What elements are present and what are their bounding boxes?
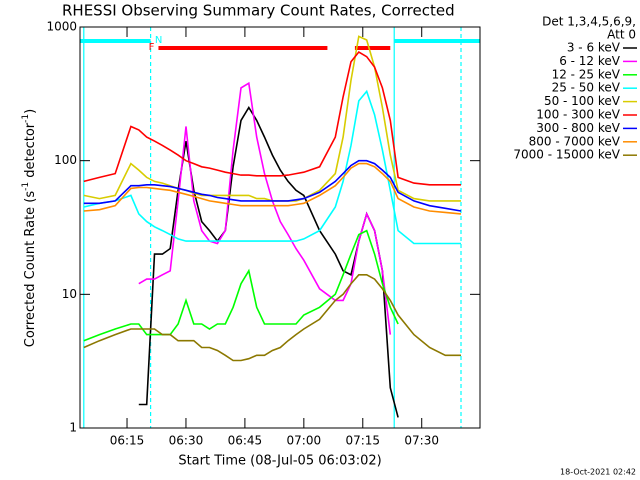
flag-label: F xyxy=(149,42,155,53)
legend-label: 7000 - 15000 keV xyxy=(513,148,620,162)
legend-label: 50 - 100 keV xyxy=(544,94,621,108)
legend-label: 6 - 12 keV xyxy=(559,54,621,68)
legend-label: 100 - 300 keV xyxy=(536,108,620,122)
plot-frame xyxy=(79,26,481,429)
y-label-part: Corrected Count Rate (s xyxy=(23,191,38,348)
series-line xyxy=(83,274,461,362)
y-tick-label: 1 xyxy=(69,421,77,435)
footer: 18-Oct-2021 02:42 xyxy=(560,468,636,477)
legend-title: Att 0 xyxy=(607,28,636,42)
x-tick-label: 06:30 xyxy=(169,434,204,448)
x-tick-label: 06:45 xyxy=(228,434,263,448)
x-tick-label: 07:30 xyxy=(404,434,439,448)
y-label-sup: -1 xyxy=(21,182,31,191)
y-label-part: ) xyxy=(23,109,38,114)
series-line xyxy=(83,159,462,212)
series-line xyxy=(83,50,461,186)
legend-title: Det 1,3,4,5,6,9, xyxy=(542,15,636,29)
x-tick-label: 06:15 xyxy=(110,434,145,448)
y-axis-label: Corrected Count Rate (s-1 detector-1) xyxy=(21,109,38,347)
series-line xyxy=(83,89,461,245)
y-tick-label: 1000 xyxy=(46,20,77,34)
legend-label: 12 - 25 keV xyxy=(552,67,621,81)
y-tick-label: 10 xyxy=(62,287,77,301)
chart-title: RHESSI Observing Summary Count Rates, Co… xyxy=(62,2,455,20)
x-axis-label: Start Time (08-Jul-05 06:03:02) xyxy=(178,454,381,469)
y-label-sup: -1 xyxy=(21,114,31,123)
y-tick-label: 100 xyxy=(54,153,77,167)
series-line xyxy=(83,35,461,202)
x-tick-label: 07:00 xyxy=(287,434,322,448)
series-line xyxy=(83,229,399,342)
legend-label: 25 - 50 keV xyxy=(552,81,621,95)
y-label-part: detector xyxy=(23,122,38,182)
x-tick-label: 07:15 xyxy=(345,434,380,448)
series-line xyxy=(83,162,462,215)
flag-label: N xyxy=(155,35,162,46)
legend-label: 800 - 7000 keV xyxy=(529,134,621,148)
legend-label: 3 - 6 keV xyxy=(567,41,621,55)
legend-label: 300 - 800 keV xyxy=(536,121,620,135)
